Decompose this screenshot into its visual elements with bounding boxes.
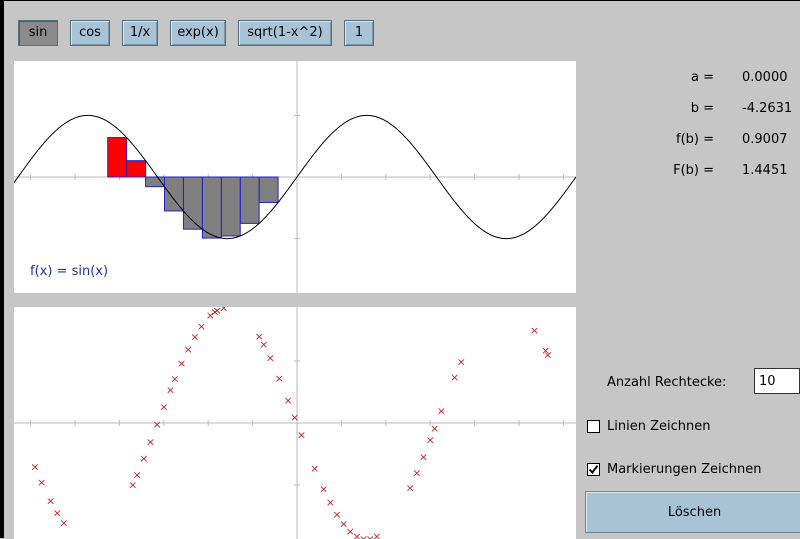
data-marker: × <box>259 338 268 351</box>
draw-markers-checkbox[interactable] <box>587 463 600 476</box>
data-marker: × <box>210 307 219 318</box>
riemann-rect <box>126 160 147 178</box>
b-value: -4.2631 <box>742 101 793 116</box>
data-marker: × <box>255 330 264 343</box>
data-marker: × <box>372 530 381 539</box>
data-marker: × <box>457 356 466 369</box>
sin-button[interactable]: sin <box>18 20 58 46</box>
integral-plot-canvas[interactable] <box>14 61 576 293</box>
data-marker: × <box>197 320 206 333</box>
draw-lines-checkbox[interactable] <box>587 420 600 433</box>
checkmark-icon <box>588 465 599 475</box>
data-marker: × <box>37 476 46 489</box>
riemann-rect <box>258 176 279 203</box>
constant-one-button[interactable]: 1 <box>344 20 374 46</box>
b-label: b = <box>690 101 714 116</box>
data-marker: × <box>177 357 186 370</box>
exp-button[interactable]: exp(x) <box>170 20 226 46</box>
integral-plot[interactable]: f(x) = sin(x) <box>14 61 576 293</box>
data-marker: × <box>206 309 215 322</box>
fb-label: f(b) = <box>676 132 714 147</box>
data-marker: × <box>190 330 199 343</box>
data-marker: × <box>319 482 328 495</box>
data-marker: × <box>426 433 435 446</box>
data-marker: × <box>366 533 375 539</box>
fb-value: 0.9007 <box>742 132 788 147</box>
riemann-rect <box>239 176 260 224</box>
data-marker: × <box>530 324 539 337</box>
data-marker: × <box>346 525 355 538</box>
riemann-rect <box>201 176 222 239</box>
data-marker: × <box>59 517 68 530</box>
data-marker: × <box>297 429 306 442</box>
data-marker: × <box>326 496 335 509</box>
data-marker: × <box>430 422 439 435</box>
a-label: a = <box>691 70 714 85</box>
data-marker: × <box>437 404 446 417</box>
riemann-rect <box>164 176 184 212</box>
data-marker: × <box>212 307 221 317</box>
riemann-rect <box>145 176 166 188</box>
data-marker: × <box>339 518 348 531</box>
data-marker: × <box>412 467 421 480</box>
marker-plot[interactable]: × × × × × × × × × × × × × × × × × × × × × × × × × × × × × × × × × × × × × × × ×… <box>14 307 576 539</box>
data-marker: × <box>53 507 62 520</box>
data-marker: × <box>139 452 148 465</box>
data-marker: × <box>266 352 275 365</box>
data-marker: × <box>359 533 368 539</box>
draw-markers-label: Markierungen Zeichnen <box>607 462 762 477</box>
rect-count-label: Anzahl Rechtecke: <box>607 375 727 390</box>
data-marker: × <box>184 343 193 356</box>
data-marker: × <box>284 394 293 407</box>
sin-curve <box>14 114 576 240</box>
data-marker: × <box>352 530 361 539</box>
data-marker: × <box>146 435 155 448</box>
data-marker: × <box>290 411 299 424</box>
sqrt-button[interactable]: sqrt(1-x^2) <box>238 20 332 46</box>
data-marker: × <box>450 371 459 384</box>
riemann-rect <box>220 176 241 237</box>
data-marker: × <box>153 418 162 431</box>
data-marker: × <box>128 478 137 491</box>
data-marker: × <box>46 495 55 508</box>
data-marker: × <box>170 373 179 386</box>
data-marker: × <box>419 450 428 463</box>
data-marker: × <box>543 348 552 361</box>
data-marker: × <box>166 384 175 397</box>
data-marker: × <box>159 401 168 414</box>
data-marker: × <box>310 462 319 475</box>
data-marker: × <box>219 307 228 314</box>
a-value: 0.0000 <box>742 70 788 85</box>
rect-count-input[interactable] <box>754 368 800 394</box>
clear-button[interactable]: Löschen <box>585 491 800 533</box>
Fb-label: F(b) = <box>673 163 714 178</box>
data-marker: × <box>332 508 341 521</box>
riemann-rect <box>107 137 128 178</box>
Fb-value: 1.4451 <box>742 163 788 178</box>
draw-lines-label: Linien Zeichnen <box>607 419 711 434</box>
function-label: f(x) = sin(x) <box>30 264 109 279</box>
data-marker: × <box>275 372 284 385</box>
data-marker: × <box>541 344 550 357</box>
data-marker: × <box>133 468 142 481</box>
data-marker: × <box>30 460 39 473</box>
data-marker: × <box>406 482 415 495</box>
reciprocal-button[interactable]: 1/x <box>122 20 158 46</box>
cos-button[interactable]: cos <box>70 20 110 46</box>
marker-plot-canvas[interactable]: ××××××××××××××××××××××××××××××××××× ×××××… <box>14 307 576 539</box>
